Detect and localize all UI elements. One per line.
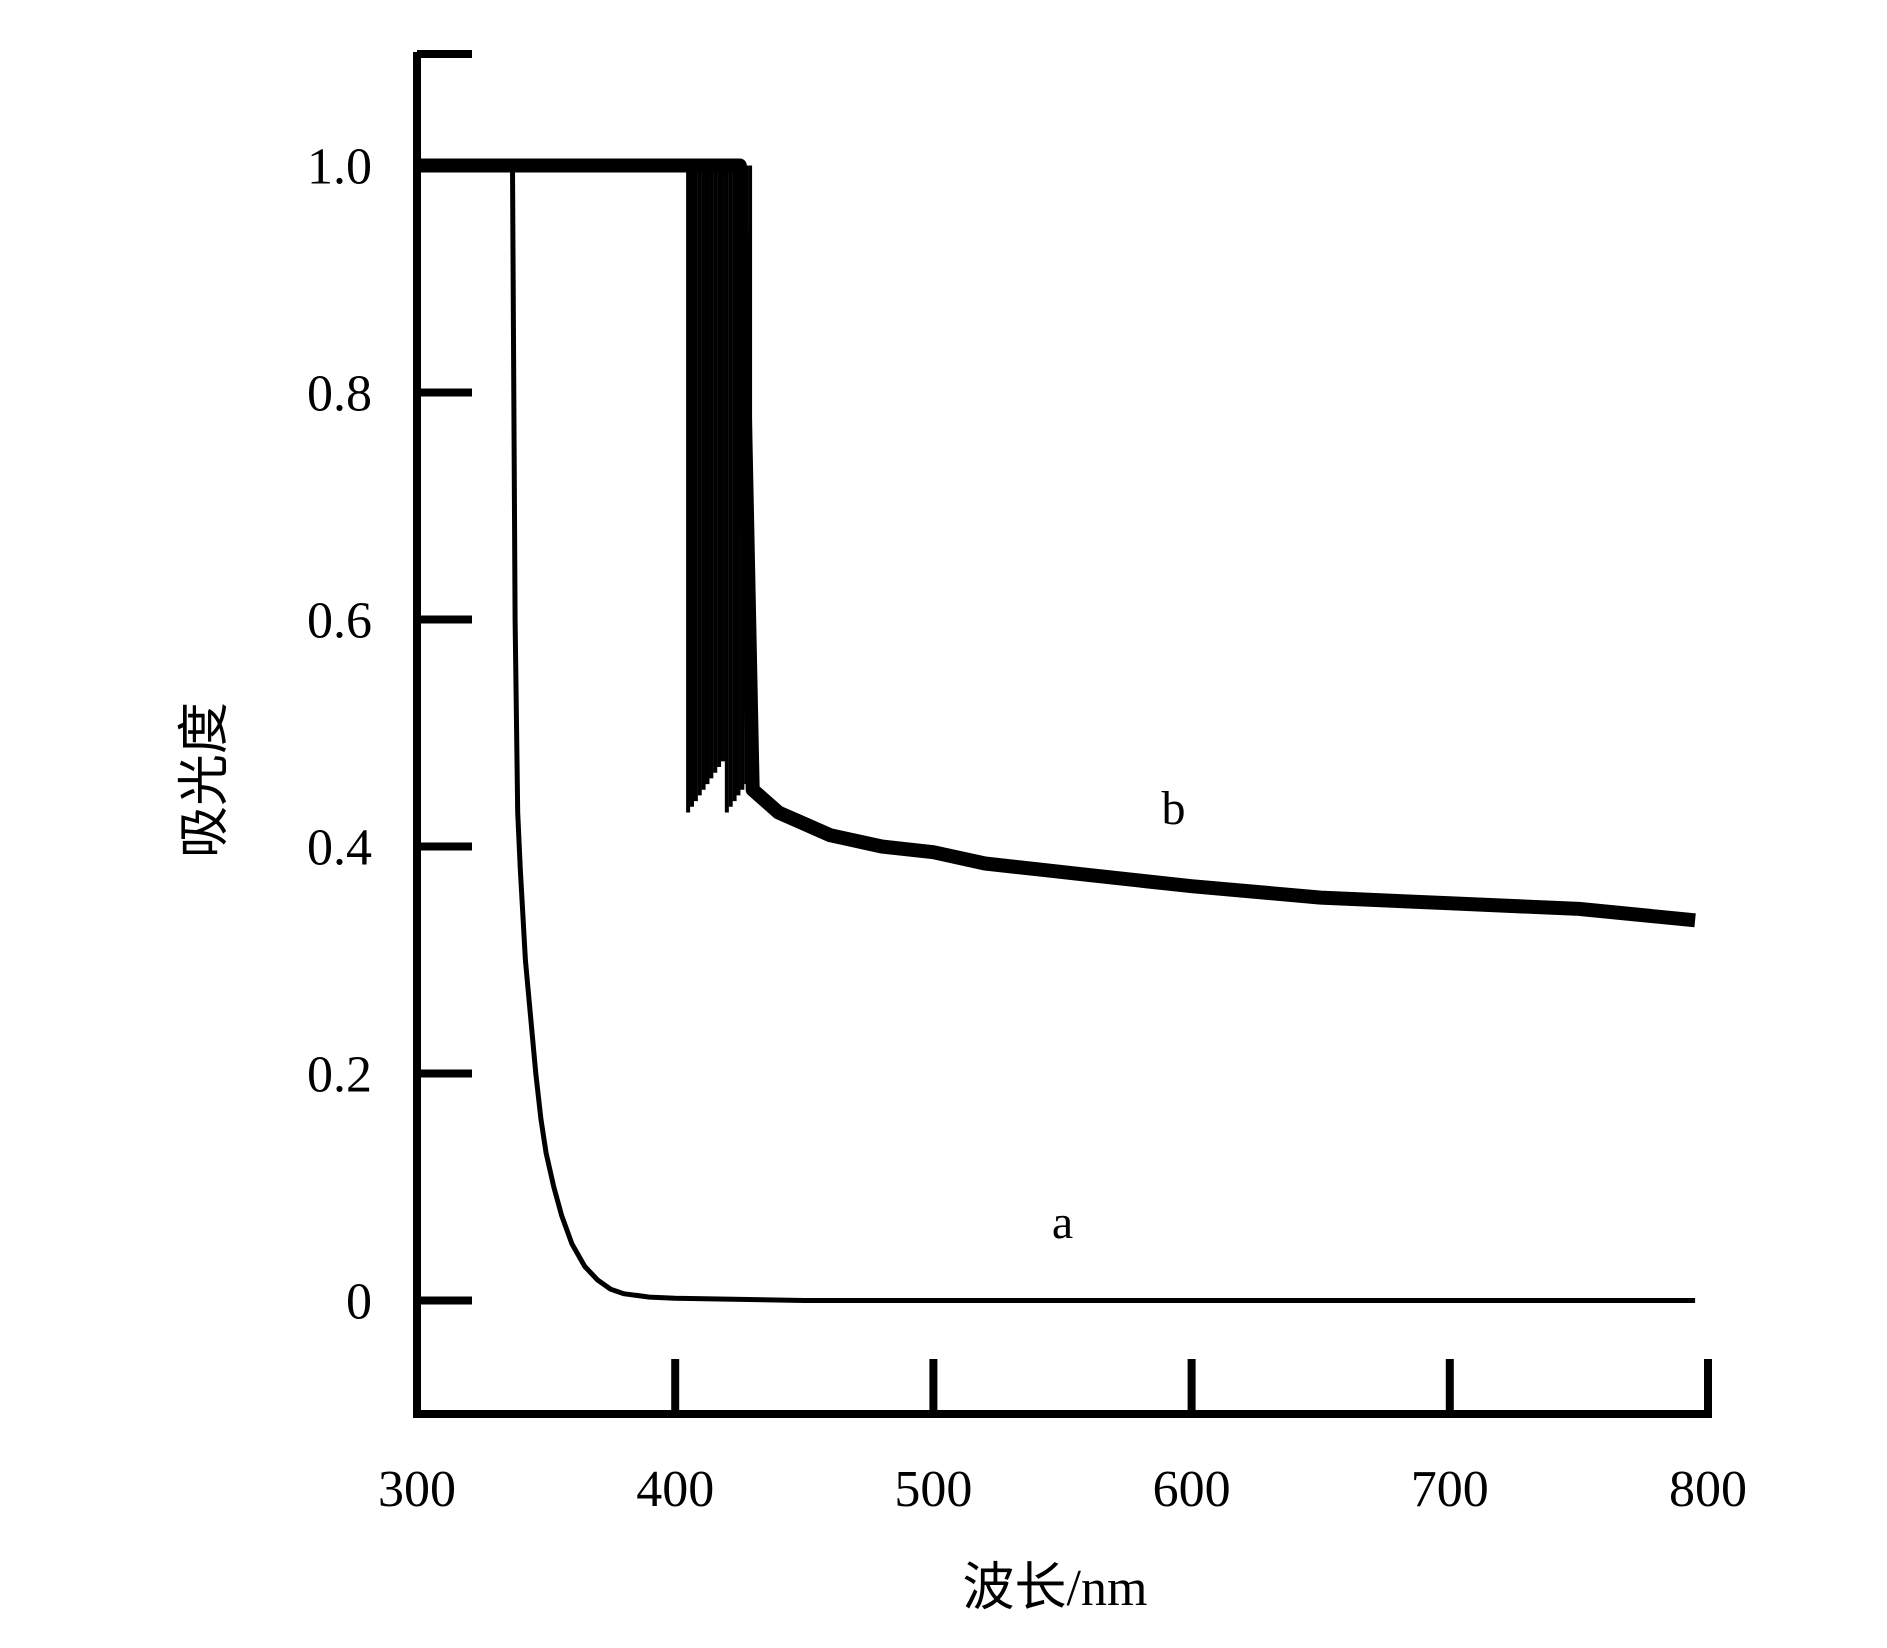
series-a-line (510, 163, 1696, 1303)
y-tick-label: 0.6 (307, 593, 372, 650)
axes: 0 0.2 0.4 0.6 0.8 1.0 300 400 500 600 700 800 (307, 50, 1747, 1518)
x-axis-label: 波长/nm (963, 1560, 1148, 1617)
series-label-b: b (1162, 782, 1186, 835)
x-tick-label: 600 (1153, 1461, 1231, 1518)
x-tick-label: 800 (1669, 1461, 1747, 1518)
y-tick-label: 0 (346, 1274, 372, 1331)
series-label-a: a (1052, 1196, 1073, 1249)
series-b-line (417, 158, 1696, 928)
x-tick-label: 400 (636, 1461, 714, 1518)
x-tick-label: 300 (378, 1461, 456, 1518)
x-tick-label: 700 (1411, 1461, 1489, 1518)
y-tick-label: 0.8 (307, 366, 372, 423)
x-tick-label: 500 (894, 1461, 972, 1518)
series-layer (417, 158, 1696, 1303)
y-axis-label: 吸光度 (175, 702, 235, 858)
labels: ab (1052, 782, 1186, 1249)
y-tick-label: 0.4 (307, 820, 372, 877)
y-tick-label: 0.2 (307, 1047, 372, 1104)
y-tick-label: 1.0 (307, 139, 372, 196)
